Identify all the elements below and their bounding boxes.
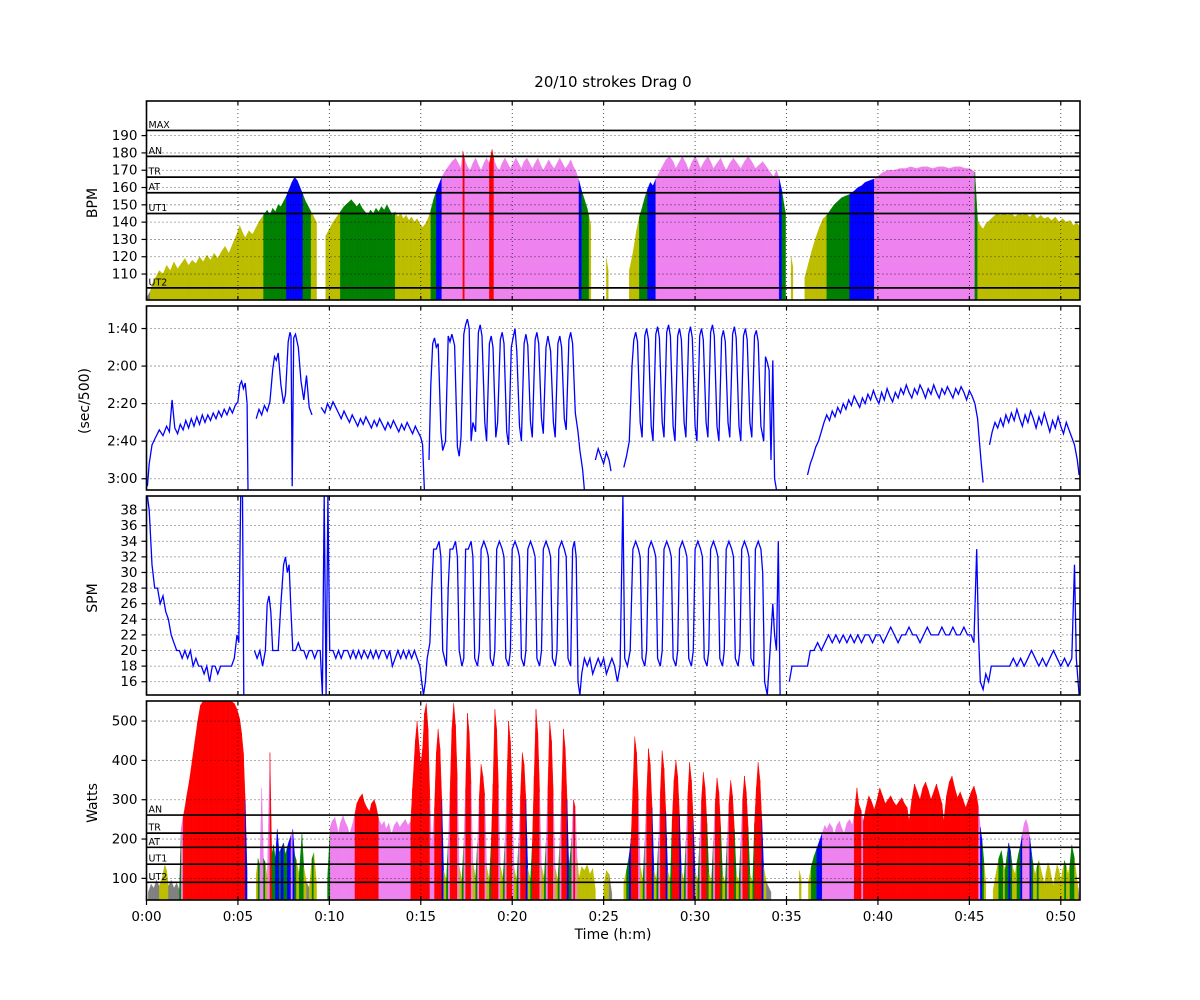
pace-ytick-label: 2:20 xyxy=(107,396,137,412)
watts-ytick-label: 500 xyxy=(112,714,138,730)
xtick-label: 0:45 xyxy=(954,909,984,925)
spm-ytick-label: 18 xyxy=(120,659,137,675)
xtick-label: 0:25 xyxy=(588,909,618,925)
watts-ytick-label: 100 xyxy=(112,871,138,887)
watts-zone-label-an: AN xyxy=(149,805,163,816)
spm-ytick-label: 24 xyxy=(120,612,137,628)
xtick-label: 0:50 xyxy=(1046,909,1076,925)
xtick-label: 0:30 xyxy=(680,909,710,925)
spm-grid xyxy=(146,496,1080,695)
spm-ytick-label: 22 xyxy=(120,627,137,643)
pace-ytick-label: 2:40 xyxy=(107,434,137,450)
spm-ytick-label: 26 xyxy=(120,596,137,612)
spm-ytick-label: 38 xyxy=(120,503,137,519)
spm-border xyxy=(145,495,1081,696)
hr-ytick-label: 110 xyxy=(112,267,138,283)
xtick-label: 0:40 xyxy=(863,909,893,925)
spm-ytick-label: 20 xyxy=(120,643,137,659)
spm-ytick-label: 30 xyxy=(120,565,137,581)
hr-ticks xyxy=(141,101,1080,300)
watts-zone-label-ut2: UT2 xyxy=(149,872,168,883)
pace-grid xyxy=(146,306,1080,490)
spm-ticks xyxy=(141,496,1080,695)
watts-zone-lines: AN TR AT UT1 UT2 xyxy=(146,805,1080,884)
watts-zone-label-tr: TR xyxy=(148,823,162,834)
pace-ticks xyxy=(141,306,1080,490)
hr-ytick-label: 190 xyxy=(112,128,138,144)
hr-ytick-label: 120 xyxy=(112,249,138,265)
watts-ytick-label: 400 xyxy=(112,753,138,769)
hr-zone-lines: MAX AN TR AT UT1 UT2 xyxy=(146,120,1080,289)
xtick-label: 0:00 xyxy=(131,909,161,925)
spm-ytick-label: 28 xyxy=(120,581,137,597)
spm-ytick-label: 32 xyxy=(120,549,137,565)
hr-zone-fill xyxy=(146,149,1080,300)
hr-zone-label-an: AN xyxy=(149,146,163,157)
pace-ytick-label: 3:00 xyxy=(107,471,137,487)
spm-ytick-label: 16 xyxy=(120,674,137,690)
xtick-label: 0:05 xyxy=(223,909,253,925)
pace-ytick-label: 2:00 xyxy=(107,359,137,375)
spm-ytick-label: 34 xyxy=(120,534,137,550)
hr-border xyxy=(145,100,1081,301)
xtick-label: 0:35 xyxy=(771,909,801,925)
xtick-label: 0:15 xyxy=(406,909,436,925)
watts-zone-fill xyxy=(148,701,1080,900)
hr-zone-label-ut1: UT1 xyxy=(149,203,168,214)
xtick-label: 0:10 xyxy=(314,909,344,925)
watts-subplot: AN TR AT UT1 UT2 100 200 300 400 500 0:00 0:05 0:10 0… xyxy=(112,700,1081,925)
watts-ytick-label: 200 xyxy=(112,832,138,848)
pace-ytick-label: 1:40 xyxy=(107,321,137,337)
x-axis-label: Time (h:m) xyxy=(574,927,652,943)
pace-border xyxy=(145,305,1081,491)
watts-border xyxy=(145,700,1081,901)
hr-ytick-label: 130 xyxy=(112,232,138,248)
pace-subplot: 1:40 2:00 2:20 2:40 3:00 xyxy=(107,305,1081,491)
watts-ticks xyxy=(141,701,1080,905)
chart-title: 20/10 strokes Drag 0 xyxy=(534,73,692,91)
hr-ytick-label: 150 xyxy=(112,197,138,213)
watts-zone-label-at: AT xyxy=(149,837,161,848)
xtick-label: 0:20 xyxy=(497,909,527,925)
watts-ytick-label: 300 xyxy=(112,792,138,808)
hr-ytick-label: 180 xyxy=(112,145,138,161)
hr-ytick-label: 160 xyxy=(112,180,138,196)
hr-zone-label-ut2: UT2 xyxy=(149,277,168,288)
pace-line xyxy=(146,318,1080,490)
spm-line xyxy=(146,496,1080,695)
hr-ytick-label: 170 xyxy=(112,163,138,179)
spm-ytick-label: 36 xyxy=(120,518,137,534)
hr-zone-label-max: MAX xyxy=(149,120,171,131)
hr-ytick-label: 140 xyxy=(112,215,138,231)
watts-zone-label-ut1: UT1 xyxy=(149,854,168,865)
hr-zone-label-at: AT xyxy=(149,182,161,193)
hr-zone-label-tr: TR xyxy=(148,167,162,178)
